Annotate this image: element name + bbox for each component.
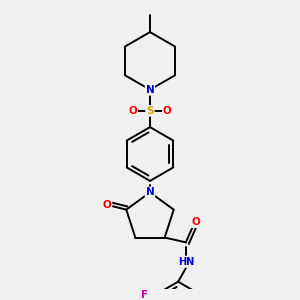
- Text: N: N: [146, 85, 154, 95]
- Text: O: O: [163, 106, 172, 116]
- Text: O: O: [128, 106, 137, 116]
- Text: S: S: [146, 106, 154, 116]
- Text: N: N: [146, 188, 154, 197]
- Text: F: F: [141, 290, 148, 300]
- Text: O: O: [103, 200, 111, 210]
- Text: HN: HN: [178, 256, 194, 266]
- Text: O: O: [191, 217, 200, 227]
